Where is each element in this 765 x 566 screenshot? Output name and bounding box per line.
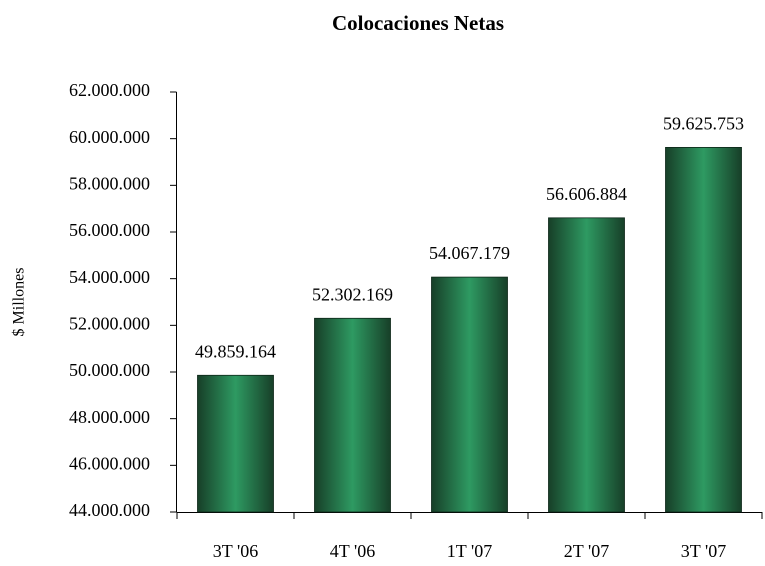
y-tick-label: 52.000.000	[69, 313, 150, 333]
y-tick-label: 48.000.000	[69, 407, 150, 427]
data-label: 49.859.164	[195, 341, 276, 361]
x-tick-label: 4T '06	[330, 541, 375, 561]
y-tick-label: 58.000.000	[69, 173, 150, 193]
data-label: 59.625.753	[663, 114, 744, 134]
y-tick-label: 62.000.000	[69, 80, 150, 100]
y-tick-label: 60.000.000	[69, 127, 150, 147]
y-tick-label: 50.000.000	[69, 360, 150, 380]
y-tick-label: 54.000.000	[69, 267, 150, 287]
bar	[548, 217, 625, 513]
y-tick-label: 56.000.000	[69, 220, 150, 240]
bar	[665, 146, 742, 513]
bar	[431, 276, 508, 513]
x-tick-label: 1T '07	[447, 541, 492, 561]
x-tick-label: 2T '07	[564, 541, 609, 561]
bar	[314, 317, 391, 513]
chart-title: Colocaciones Netas	[332, 11, 504, 35]
data-label: 52.302.169	[312, 284, 393, 304]
data-label: 54.067.179	[429, 243, 510, 263]
data-label: 56.606.884	[546, 184, 627, 204]
y-tick-label: 44.000.000	[69, 500, 150, 520]
bar	[197, 374, 274, 513]
x-tick-label: 3T '06	[213, 541, 258, 561]
y-tick-label: 46.000.000	[69, 453, 150, 473]
x-tick-label: 3T '07	[681, 541, 726, 561]
y-axis-label: $ Millones	[11, 268, 28, 337]
